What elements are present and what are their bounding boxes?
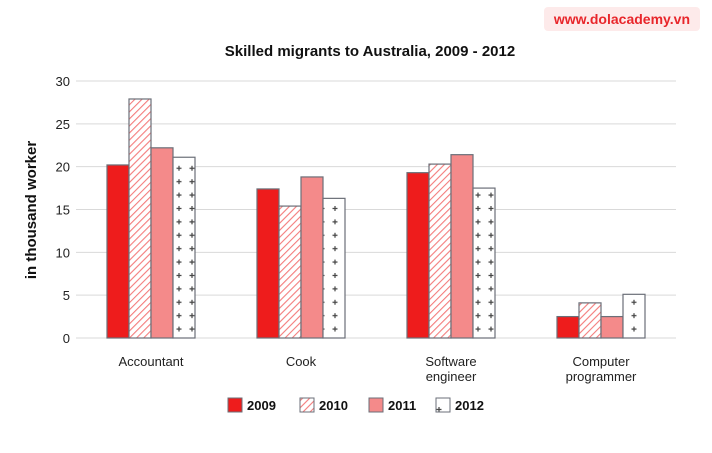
bar-2012 xyxy=(322,197,346,339)
x-category-label: Cook xyxy=(286,354,317,369)
legend-label: 2009 xyxy=(247,398,276,413)
y-tick-label: 25 xyxy=(56,117,70,132)
bar-2009 xyxy=(556,315,580,339)
legend-label: 2011 xyxy=(388,398,416,413)
bar-2010 xyxy=(128,98,152,339)
x-category-label: Computer xyxy=(572,354,630,369)
bar-2009 xyxy=(256,188,280,339)
legend-label: 2010 xyxy=(319,398,348,413)
chart-title: Skilled migrants to Australia, 2009 - 20… xyxy=(225,43,515,60)
bar-2012 xyxy=(472,187,496,339)
bar-2010 xyxy=(578,302,602,339)
bar-2009 xyxy=(406,172,430,339)
bar-2012 xyxy=(622,293,646,339)
legend-swatch-2011 xyxy=(368,397,384,413)
x-category-label: Accountant xyxy=(118,354,183,369)
bar-2009 xyxy=(106,164,130,339)
legend-label: 2012 xyxy=(455,398,484,413)
bar-2011 xyxy=(300,176,324,339)
bar-2012 xyxy=(172,156,196,339)
bar-2011 xyxy=(150,147,174,339)
bar-2010 xyxy=(278,205,302,339)
y-tick-label: 15 xyxy=(56,203,70,218)
bar-2011 xyxy=(450,154,474,339)
y-tick-label: 5 xyxy=(63,288,70,303)
y-tick-label: 20 xyxy=(56,160,70,175)
bar-2010 xyxy=(428,163,452,339)
y-tick-label: 10 xyxy=(56,245,70,260)
y-axis-label: in thousand worker xyxy=(23,141,40,280)
legend-swatch-2010 xyxy=(299,397,315,413)
x-category-label: programmer xyxy=(566,369,637,384)
legend-swatch-2012 xyxy=(435,397,451,413)
bar-2011 xyxy=(600,315,624,339)
y-tick-label: 0 xyxy=(63,331,70,346)
x-category-label: engineer xyxy=(426,369,477,384)
brand-link[interactable]: www.dolacademy.vn xyxy=(543,7,700,31)
y-tick-label: 30 xyxy=(56,74,70,89)
legend-swatch-2009 xyxy=(227,397,243,413)
x-category-label: Software xyxy=(425,354,476,369)
